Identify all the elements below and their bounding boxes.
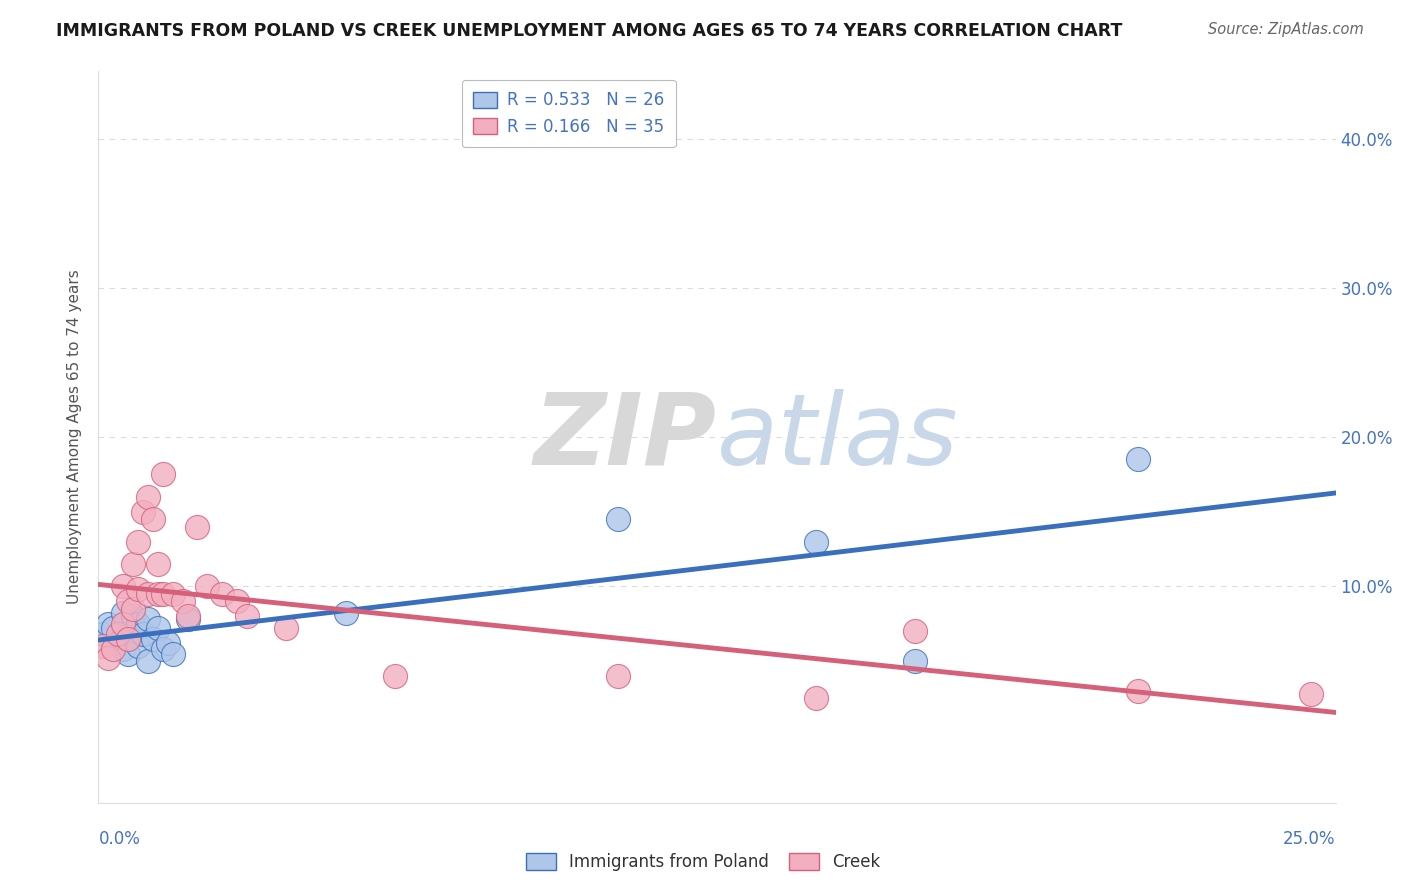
Point [97,616,120,631]
Legend: R = 0.533   N = 26, R = 0.166   N = 35: R = 0.533 N = 26, R = 0.166 N = 35 [461,79,675,147]
Point [132,627,155,641]
Point [122,609,145,624]
Legend: Immigrants from Poland, Creek: Immigrants from Poland, Creek [517,845,889,880]
Point [132,505,155,519]
Point [127,639,149,653]
Point [804,534,827,549]
Point [112,606,135,620]
Point [136,490,159,504]
Point [607,512,630,526]
Point [112,616,135,631]
Point [146,557,169,571]
Text: 0.0%: 0.0% [98,830,141,847]
Point [112,642,135,657]
Point [136,612,159,626]
Point [122,557,145,571]
Y-axis label: Unemployment Among Ages 65 to 74 years: Unemployment Among Ages 65 to 74 years [67,269,83,605]
Point [127,582,149,597]
Point [112,579,135,593]
Point [276,621,298,635]
Point [186,519,208,533]
Point [117,632,139,646]
Point [607,669,630,683]
Point [176,609,198,624]
Point [146,587,169,601]
Point [142,632,165,646]
Point [152,587,174,601]
Point [162,587,184,601]
Point [226,594,249,608]
Point [176,612,198,626]
Point [127,534,149,549]
Text: IMMIGRANTS FROM POLAND VS CREEK UNEMPLOYMENT AMONG AGES 65 TO 74 YEARS CORRELATI: IMMIGRANTS FROM POLAND VS CREEK UNEMPLOY… [56,22,1122,40]
Point [127,616,149,631]
Point [117,632,139,646]
Point [136,654,159,668]
Point [152,467,174,482]
Point [804,691,827,706]
Point [152,642,174,657]
Point [136,587,159,601]
Point [97,651,120,665]
Point [335,606,357,620]
Point [122,624,145,639]
Point [146,621,169,635]
Point [93,639,115,653]
Text: Source: ZipAtlas.com: Source: ZipAtlas.com [1208,22,1364,37]
Point [156,636,179,650]
Point [195,579,218,593]
Text: atlas: atlas [717,389,959,485]
Point [107,627,129,641]
Point [211,587,233,601]
Point [103,621,125,635]
Point [162,647,184,661]
Point [904,654,927,668]
Point [117,594,139,608]
Point [103,642,125,657]
Point [172,594,194,608]
Point [904,624,927,639]
Point [236,609,259,624]
Point [122,601,145,615]
Point [93,627,115,641]
Point [1126,683,1149,698]
Point [384,669,406,683]
Text: ZIP: ZIP [534,389,717,485]
Point [107,636,129,650]
Point [1126,452,1149,467]
Point [1299,687,1322,701]
Point [142,512,165,526]
Point [117,647,139,661]
Text: 25.0%: 25.0% [1284,830,1336,847]
